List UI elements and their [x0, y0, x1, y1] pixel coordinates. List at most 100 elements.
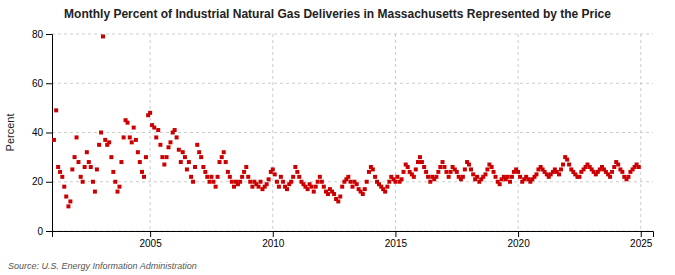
point [612, 165, 616, 169]
point [62, 185, 66, 189]
point [76, 160, 80, 164]
point [616, 163, 620, 167]
y-axis-tick-mark [46, 133, 52, 134]
point [187, 160, 191, 164]
y-axis-tick-label: 60 [32, 78, 44, 89]
grid-line [640, 34, 641, 231]
point [109, 155, 113, 159]
point [318, 175, 322, 179]
point [492, 170, 496, 174]
point [271, 167, 275, 171]
point [60, 175, 64, 179]
point [138, 160, 142, 164]
x-axis-tick-label: 2005 [139, 238, 162, 249]
point [449, 170, 453, 174]
point [416, 160, 420, 164]
point [156, 128, 160, 132]
point [87, 160, 91, 164]
point [434, 175, 438, 179]
point [218, 160, 222, 164]
point [119, 160, 123, 164]
y-axis-line [46, 35, 53, 232]
point [400, 177, 404, 181]
point [99, 131, 103, 135]
point [230, 180, 234, 184]
point [273, 172, 277, 176]
y-axis-tick-mark [46, 83, 52, 84]
point [418, 155, 422, 159]
point [267, 177, 271, 181]
point [132, 126, 136, 130]
point [220, 155, 224, 159]
point [89, 165, 93, 169]
point [95, 167, 99, 171]
point [134, 138, 138, 142]
point [136, 150, 140, 154]
point [203, 170, 207, 174]
point [494, 175, 498, 179]
point [387, 180, 391, 184]
point [346, 175, 350, 179]
point [444, 170, 448, 174]
point [461, 175, 465, 179]
x-axis-tick-mark [395, 231, 396, 237]
point [412, 175, 416, 179]
point [70, 167, 74, 171]
point [469, 167, 473, 171]
point [197, 150, 201, 154]
point [340, 185, 344, 189]
point [173, 128, 177, 132]
point [293, 165, 297, 169]
point [620, 170, 624, 174]
point [144, 155, 148, 159]
point [485, 167, 489, 171]
x-axis-tick-mark [641, 231, 642, 237]
point [222, 150, 226, 154]
point [185, 167, 189, 171]
point [289, 180, 293, 184]
point [191, 180, 195, 184]
point [107, 140, 111, 144]
point [175, 135, 179, 139]
point [326, 192, 330, 196]
y-axis-tick: 40 [32, 127, 52, 138]
point [140, 170, 144, 174]
grid [52, 34, 653, 231]
point [209, 175, 213, 179]
point [463, 167, 467, 171]
point [103, 138, 107, 142]
point [559, 167, 563, 171]
y-axis-tick-label: 0 [37, 226, 43, 237]
grid-line [395, 34, 396, 231]
point [244, 165, 248, 169]
point [246, 175, 250, 179]
point [438, 165, 442, 169]
point [385, 185, 389, 189]
point [52, 138, 56, 142]
point [291, 175, 295, 179]
point [285, 187, 289, 191]
point [414, 167, 418, 171]
point [475, 175, 479, 179]
point [126, 121, 130, 125]
x-axis-tick-mark [273, 231, 274, 237]
point [128, 135, 132, 139]
point [211, 180, 215, 184]
point [240, 175, 244, 179]
point [115, 190, 119, 194]
point [312, 190, 316, 194]
point [167, 145, 171, 149]
point [259, 180, 263, 184]
x-axis-tick-label: 2010 [262, 238, 285, 249]
point [79, 175, 83, 179]
point [355, 182, 359, 186]
point [179, 160, 183, 164]
point [214, 185, 218, 189]
point [393, 180, 397, 184]
point [242, 170, 246, 174]
point [216, 175, 220, 179]
point [113, 180, 117, 184]
point [279, 175, 283, 179]
point [561, 163, 565, 167]
x-axis-tick-label: 2020 [507, 238, 530, 249]
